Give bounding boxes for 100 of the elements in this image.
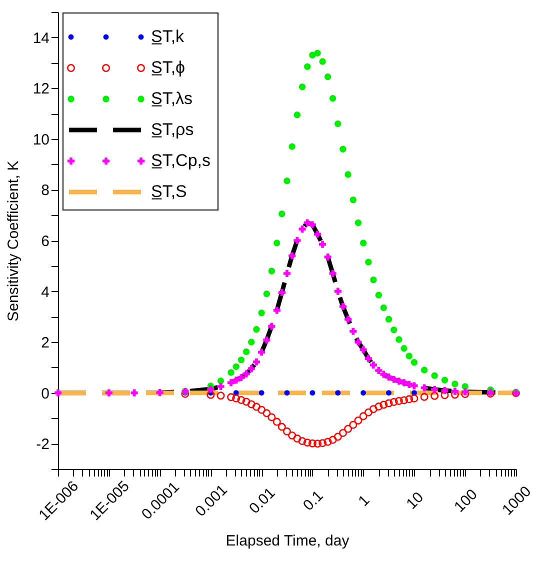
point (385, 374, 392, 381)
point (227, 379, 235, 386)
point (349, 420, 358, 429)
legend-label: S̲T,k (151, 27, 185, 46)
point (390, 376, 398, 383)
point (390, 398, 398, 406)
point (328, 436, 337, 444)
y-tick-label: 8 (41, 182, 50, 200)
point (384, 399, 393, 408)
point (364, 355, 372, 362)
point (247, 400, 256, 408)
point (410, 382, 418, 390)
point (253, 326, 260, 333)
point (278, 210, 286, 218)
point (339, 302, 347, 310)
point (268, 413, 276, 422)
point (314, 230, 322, 238)
point (263, 290, 270, 298)
point (354, 219, 362, 226)
point (278, 422, 286, 431)
point (385, 316, 392, 323)
point (232, 394, 240, 402)
point (283, 270, 291, 278)
point (252, 402, 260, 411)
point (294, 111, 301, 118)
point (334, 120, 342, 128)
point (329, 94, 336, 102)
y-tick-label: 4 (41, 284, 50, 301)
point (288, 252, 296, 260)
point (238, 356, 245, 364)
point (248, 338, 255, 346)
point (298, 437, 306, 446)
point (242, 370, 250, 378)
legend-label: S̲T,ϕ (151, 58, 186, 77)
x-tick-label: 0.1 (300, 487, 327, 514)
point (400, 345, 408, 352)
point (268, 322, 276, 330)
x-tick-label: 0.01 (246, 484, 279, 518)
point (288, 143, 296, 150)
point (380, 400, 388, 409)
x-axis-title: Elapsed Time, day (226, 532, 350, 550)
point (258, 406, 266, 414)
point (314, 50, 321, 56)
point (410, 394, 418, 402)
point (334, 288, 342, 295)
point (263, 336, 270, 344)
point (248, 365, 255, 372)
point (334, 432, 342, 441)
point (344, 171, 352, 178)
point (242, 398, 250, 406)
point (324, 438, 332, 446)
y-tick-label: -2 (36, 436, 50, 454)
point (258, 348, 266, 356)
point (405, 395, 414, 404)
point (400, 396, 408, 404)
y-tick-label: 6 (41, 233, 50, 250)
legend-label: S̲T,Cp,s (151, 151, 211, 170)
y-tick-label: 10 (32, 131, 50, 148)
point (395, 378, 402, 385)
point (394, 396, 403, 405)
y-tick-label: 12 (32, 80, 50, 98)
legend-label: S̲T,S (151, 182, 187, 201)
point (375, 366, 382, 374)
point (273, 306, 280, 314)
point (288, 431, 296, 440)
point (380, 304, 388, 312)
point (374, 402, 383, 411)
y-tick-label: 2 (41, 334, 50, 352)
point (293, 434, 302, 443)
point (350, 328, 357, 335)
point (318, 439, 327, 448)
point (232, 363, 240, 370)
y-tick-label: 0 (41, 385, 50, 402)
point (304, 63, 311, 70)
point (238, 374, 245, 382)
point (396, 336, 402, 343)
point (232, 376, 240, 384)
point (324, 73, 332, 80)
point (227, 393, 236, 402)
point (375, 292, 382, 298)
point (308, 221, 316, 228)
point (400, 379, 408, 386)
point (274, 240, 280, 246)
point (360, 346, 367, 354)
point (324, 253, 332, 261)
point (262, 409, 271, 418)
x-tick-label: 10 (403, 488, 427, 513)
point (278, 289, 286, 296)
point (329, 270, 336, 278)
point (242, 348, 250, 356)
point (369, 405, 378, 414)
point (390, 326, 398, 334)
point (268, 268, 276, 274)
point (298, 226, 306, 233)
point (228, 369, 234, 376)
point (354, 416, 362, 425)
point (344, 316, 352, 323)
point (298, 84, 306, 90)
legend-label: S̲T,ρs (151, 120, 194, 139)
point (314, 440, 322, 448)
